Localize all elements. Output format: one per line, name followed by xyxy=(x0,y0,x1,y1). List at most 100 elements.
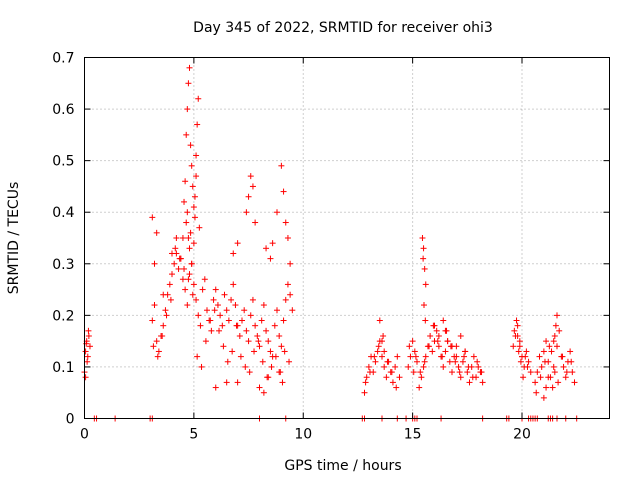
data-point xyxy=(188,260,195,267)
data-point xyxy=(230,281,237,288)
data-point xyxy=(389,379,396,386)
data-point xyxy=(230,250,237,257)
data-point xyxy=(276,369,283,376)
data-point xyxy=(429,348,436,355)
data-point xyxy=(172,245,179,252)
data-point xyxy=(510,343,517,350)
data-point xyxy=(234,240,241,247)
data-point xyxy=(516,343,523,350)
data-point xyxy=(214,302,221,309)
data-point xyxy=(281,348,288,355)
data-point xyxy=(210,296,217,303)
data-point xyxy=(569,369,576,376)
data-point xyxy=(183,219,190,226)
data-point xyxy=(151,260,158,267)
data-point xyxy=(267,255,274,262)
data-point xyxy=(461,353,468,360)
data-point xyxy=(167,296,174,303)
data-point xyxy=(456,369,463,376)
data-point xyxy=(434,338,441,345)
data-point xyxy=(440,317,447,324)
data-point xyxy=(278,343,285,350)
data-point xyxy=(193,152,200,159)
data-point xyxy=(442,327,449,334)
x-axis-label: GPS time / hours xyxy=(284,458,401,474)
grid xyxy=(84,57,610,419)
data-point xyxy=(225,317,232,324)
data-point xyxy=(420,363,427,370)
data-point xyxy=(537,374,544,381)
data-point xyxy=(254,332,261,339)
data-point xyxy=(554,343,560,350)
data-point xyxy=(274,307,280,314)
data-point xyxy=(249,183,256,190)
data-point xyxy=(439,353,446,360)
data-point xyxy=(223,379,230,386)
data-point xyxy=(416,384,423,391)
data-point xyxy=(435,343,442,350)
data-point xyxy=(552,322,559,329)
data-point xyxy=(470,353,477,360)
data-point xyxy=(409,338,416,345)
data-point xyxy=(197,322,204,329)
data-point xyxy=(462,348,469,355)
data-point xyxy=(237,353,244,360)
data-point xyxy=(150,343,157,350)
data-point xyxy=(263,327,270,334)
data-point xyxy=(551,369,558,376)
data-point xyxy=(234,379,241,386)
data-point xyxy=(220,343,227,350)
data-point xyxy=(239,317,245,324)
data-point xyxy=(193,173,200,180)
data-point xyxy=(562,374,569,381)
data-point xyxy=(86,343,93,350)
data-point xyxy=(193,296,200,303)
data-point xyxy=(374,348,381,355)
x-tick-label: 10 xyxy=(294,427,312,443)
data-point xyxy=(421,358,428,365)
data-point xyxy=(435,332,442,339)
data-point xyxy=(410,369,417,376)
data-point xyxy=(475,363,482,370)
data-point xyxy=(284,281,291,288)
data-point xyxy=(278,162,285,169)
data-point xyxy=(532,379,539,386)
data-point xyxy=(260,302,267,309)
data-point xyxy=(388,369,395,376)
data-point xyxy=(187,142,194,149)
data-point xyxy=(154,353,161,360)
data-point xyxy=(182,286,189,293)
data-point xyxy=(406,343,413,350)
data-point xyxy=(543,338,550,345)
x-tick-label: 0 xyxy=(80,427,89,443)
data-point xyxy=(221,291,228,298)
y-tick-label: 0.1 xyxy=(52,360,74,376)
data-point xyxy=(212,286,219,293)
data-point xyxy=(207,317,214,324)
data-point xyxy=(379,353,385,360)
data-point xyxy=(523,348,530,355)
data-point xyxy=(265,338,272,345)
data-point xyxy=(84,353,91,360)
data-point xyxy=(216,327,223,334)
data-point xyxy=(189,291,196,298)
data-point xyxy=(287,291,294,298)
data-point xyxy=(232,302,239,309)
data-point xyxy=(217,312,224,319)
data-point xyxy=(474,358,481,365)
data-point xyxy=(446,358,453,365)
data-point xyxy=(549,384,556,391)
data-point xyxy=(263,245,270,252)
data-point xyxy=(554,312,560,319)
data-point xyxy=(279,379,286,386)
y-tick-label: 0.4 xyxy=(52,205,74,221)
data-point xyxy=(236,332,243,339)
data-point xyxy=(153,229,160,236)
data-point xyxy=(185,276,192,283)
data-point xyxy=(519,353,525,360)
data-point xyxy=(284,235,291,241)
data-point xyxy=(540,394,547,401)
data-point xyxy=(162,307,169,314)
data-point xyxy=(242,363,249,370)
data-point xyxy=(420,245,427,252)
